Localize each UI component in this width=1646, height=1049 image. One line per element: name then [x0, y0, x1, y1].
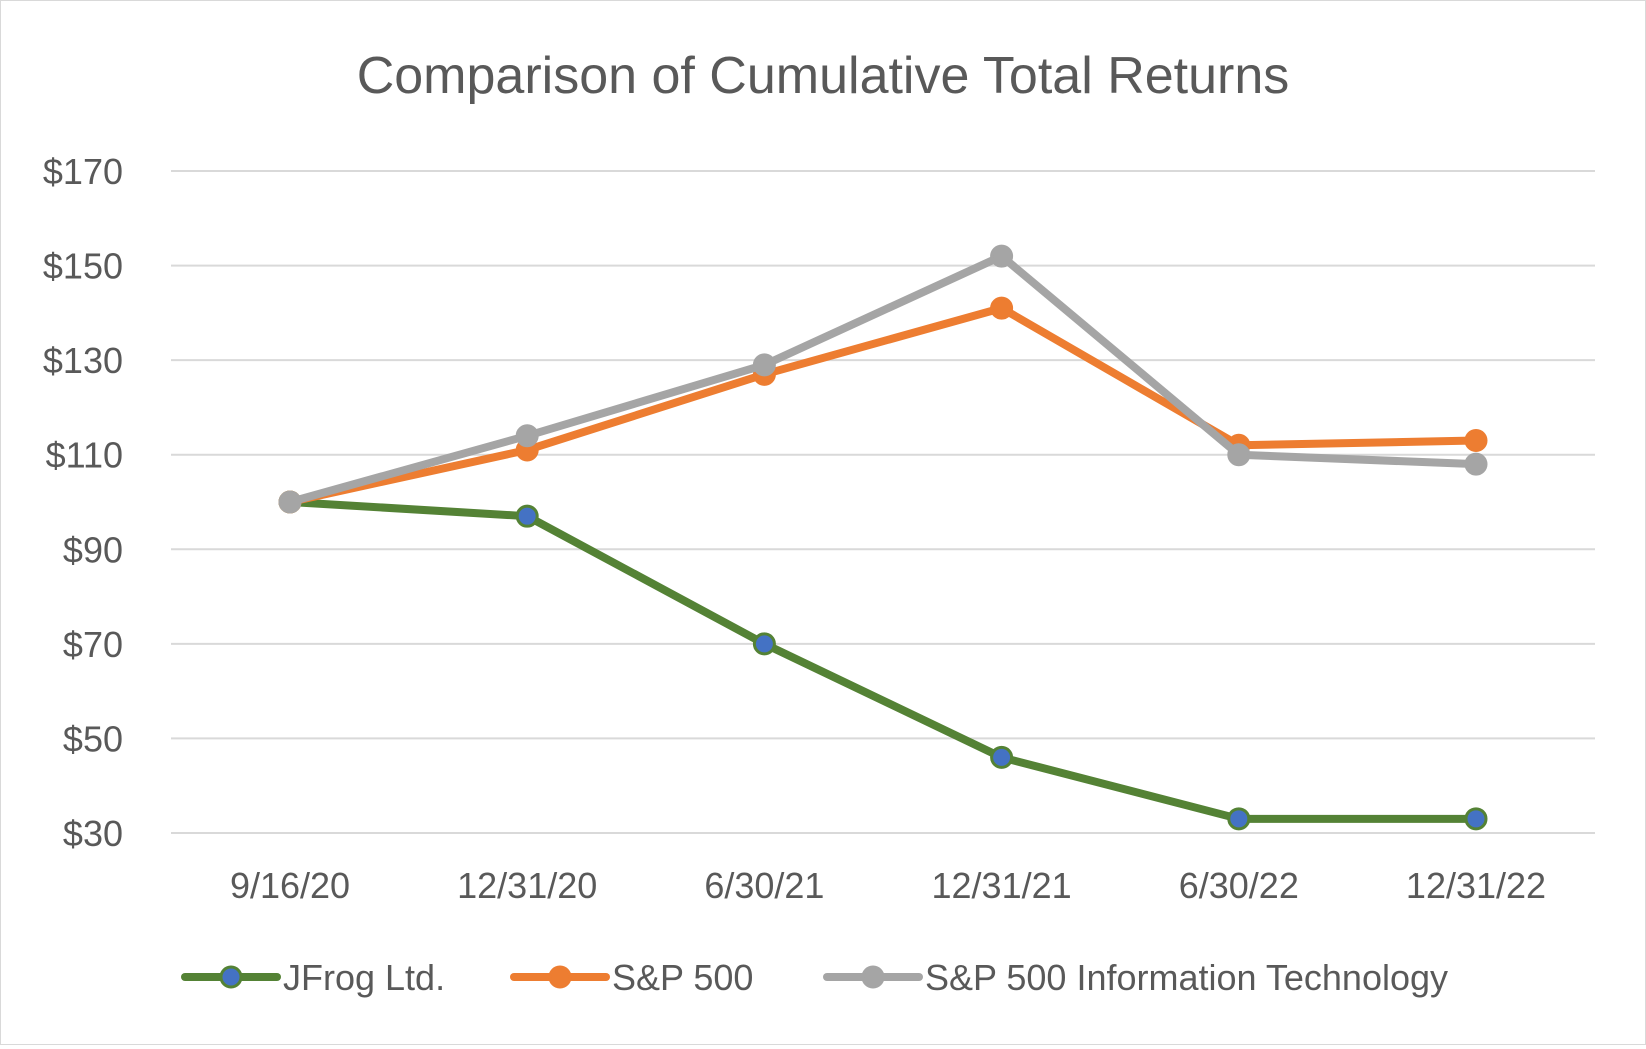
chart-title: Comparison of Cumulative Total Returns [357, 47, 1290, 105]
data-point [1464, 452, 1488, 476]
y-tick-label: $90 [63, 529, 123, 570]
data-point [1464, 807, 1488, 831]
data-point [1227, 807, 1251, 831]
x-tick-label: 12/31/21 [932, 865, 1072, 906]
legend-marker [548, 965, 572, 989]
series-0 [278, 490, 1488, 831]
legend-label: S&P 500 [612, 957, 753, 998]
y-tick-label: $110 [46, 435, 123, 476]
x-tick-label: 6/30/21 [704, 865, 824, 906]
data-point [1227, 443, 1251, 467]
data-point [1464, 429, 1488, 453]
y-tick-label: $170 [43, 151, 123, 192]
series-2 [278, 244, 1488, 514]
legend-item: S&P 500 Information Technology [823, 957, 1448, 998]
legend-marker [219, 965, 243, 989]
y-tick-label: $70 [63, 624, 123, 665]
x-tick-label: 9/16/20 [230, 865, 350, 906]
legend-item: S&P 500 [510, 957, 753, 998]
data-point [278, 490, 302, 514]
x-tick-label: 12/31/22 [1406, 865, 1546, 906]
data-point [990, 244, 1014, 268]
series-line [286, 304, 1480, 506]
x-tick-label: 12/31/20 [457, 865, 597, 906]
data-point [990, 745, 1014, 769]
legend-marker [861, 965, 885, 989]
y-tick-label: $150 [43, 246, 123, 287]
data-point [752, 353, 776, 377]
series-line [286, 498, 1480, 823]
gridlines [171, 170, 1595, 834]
series-line [286, 252, 1480, 506]
series-layer [278, 244, 1488, 831]
data-point [515, 504, 539, 528]
legend-label: S&P 500 Information Technology [925, 957, 1448, 998]
legend: JFrog Ltd. S&P 500 S&P 500 Information Tec… [181, 957, 1448, 998]
series-1 [278, 296, 1488, 514]
y-axis-labels: $30 $50 $70 $90 $110 $130 $150 $170 [43, 151, 123, 854]
legend-label: JFrog Ltd. [283, 957, 445, 998]
x-axis-labels: 9/16/20 12/31/20 6/30/21 12/31/21 6/30/22 12/… [230, 865, 1546, 906]
data-point [515, 424, 539, 448]
y-tick-label: $130 [43, 340, 123, 381]
legend-item: JFrog Ltd. [181, 957, 445, 998]
data-point [752, 632, 776, 656]
x-tick-label: 6/30/22 [1179, 865, 1299, 906]
y-tick-label: $30 [63, 813, 123, 854]
y-tick-label: $50 [63, 718, 123, 759]
data-point [990, 296, 1014, 320]
